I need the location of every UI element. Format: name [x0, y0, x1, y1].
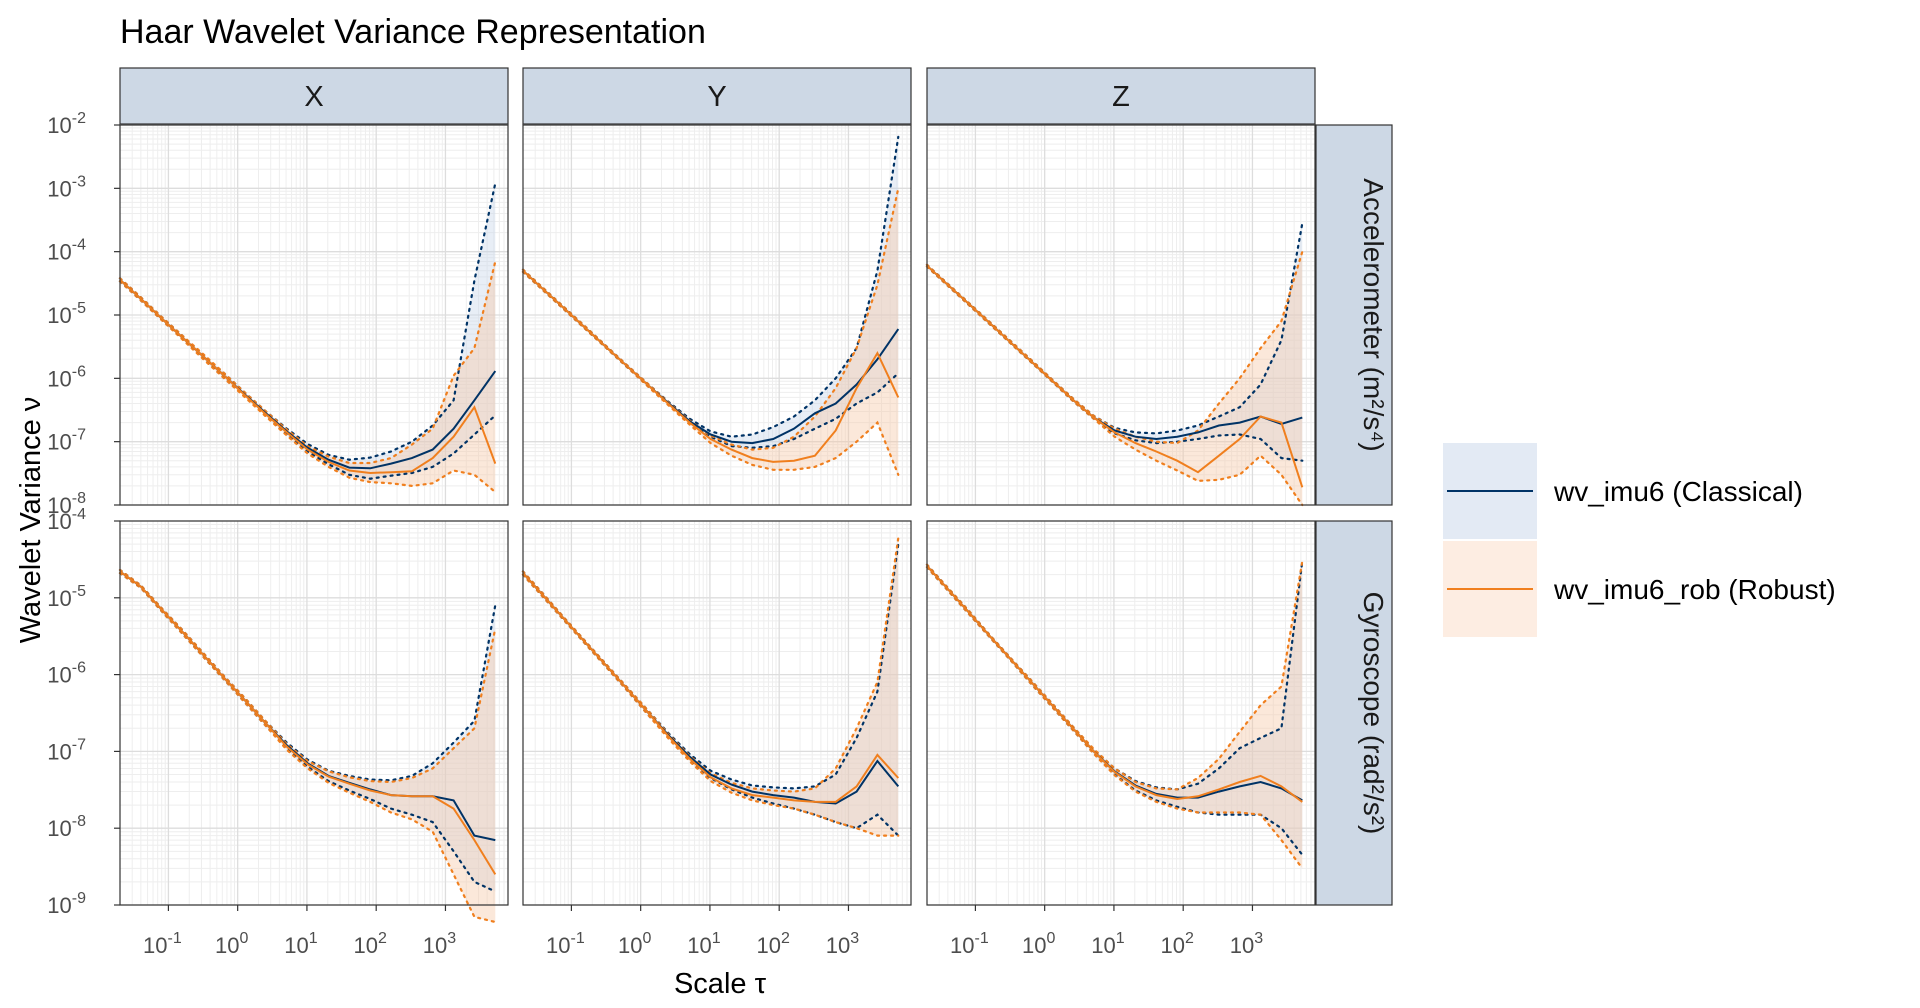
y-tick-label: 10-2	[47, 110, 86, 138]
panel-z-1: 10-1 100 101 102 103	[925, 520, 1316, 958]
x-tick-label: 103	[1230, 930, 1263, 958]
panel-y-1: 10-1 100 101 102 103	[521, 520, 912, 958]
x-axis-title: Scale τ	[674, 968, 767, 1000]
y-tick-label: 10-5	[47, 300, 86, 328]
panel-background	[927, 521, 1315, 905]
column-strip	[119, 67, 509, 125]
y-tick-label: 10-4	[47, 237, 86, 265]
y-tick-label: 10-7	[47, 736, 86, 764]
ci-band	[927, 561, 1303, 855]
x-tick-label: 10-1	[950, 930, 989, 958]
x-tick-label: 10-1	[546, 930, 585, 958]
panel-border	[926, 124, 1316, 506]
y-tick-label: 10-8	[47, 490, 86, 518]
panel-background	[523, 521, 911, 905]
ci-bound-line	[118, 280, 497, 494]
ci-band	[120, 261, 496, 493]
panel-border	[522, 124, 912, 506]
x-tick-label: 102	[353, 930, 386, 958]
ci-bound-line	[118, 572, 497, 924]
row-strip	[1315, 124, 1393, 506]
x-tick-label: 101	[1091, 930, 1124, 958]
legend-item: wv_imu6_rob (Robust)	[1443, 541, 1836, 637]
panel-border	[522, 520, 912, 906]
y-tick-label: 10-7	[47, 427, 86, 455]
ci-bound-line	[118, 568, 497, 784]
panel-x-0: 10-2 10-3 10-4 10-5 10-6 10-7 10-8	[47, 110, 509, 518]
x-tick-label: 103	[423, 930, 456, 958]
ci-band	[927, 251, 1303, 505]
x-tick-label: 102	[756, 930, 789, 958]
column-strip-label: Z	[1112, 81, 1130, 113]
row-strip-label: Accelerometer (m²/s⁴)	[1358, 178, 1389, 451]
x-tick-label: 100	[1022, 930, 1055, 958]
column-strip-label: Y	[707, 81, 726, 113]
series-line	[119, 279, 497, 475]
y-tick-label: 10-6	[47, 660, 86, 688]
panel-z-0	[925, 124, 1316, 507]
y-tick-label: 10-4	[47, 506, 86, 534]
series-line	[522, 572, 900, 803]
panel-x-1: 10-4 10-5 10-6 10-7 10-8 10-9 10-1 100 101 102 103	[47, 506, 509, 958]
y-tick-label: 10-8	[47, 813, 86, 841]
ci-band	[120, 183, 496, 479]
series-line	[522, 269, 900, 463]
x-tick-label: 101	[284, 930, 317, 958]
y-tick-label: 10-9	[47, 890, 86, 918]
x-tick-label: 103	[826, 930, 859, 958]
legend: wv_imu6 (Classical) wv_imu6_rob (Robust)	[1443, 443, 1836, 637]
series-line	[119, 570, 497, 875]
y-tick-label: 10-5	[47, 583, 86, 611]
ci-band	[120, 570, 496, 892]
x-tick-label: 100	[618, 930, 651, 958]
y-tick-label: 10-6	[47, 363, 86, 391]
ci-band	[927, 561, 1303, 869]
legend-label: wv_imu6 (Classical)	[1553, 476, 1803, 507]
panel-y-0	[521, 124, 912, 506]
x-tick-label: 101	[687, 930, 720, 958]
legend-item: wv_imu6 (Classical)	[1443, 443, 1803, 539]
series-line	[926, 565, 1303, 803]
y-axis-title: Wavelet Variance ν	[15, 397, 47, 644]
ci-band	[927, 223, 1303, 461]
y-tick-label: 10-3	[47, 173, 86, 201]
panel-border	[119, 520, 509, 906]
panel-border	[926, 520, 1316, 906]
panel-background	[120, 521, 508, 905]
x-tick-label: 100	[215, 930, 248, 958]
column-strip-label: X	[304, 81, 323, 113]
ci-bound-line	[118, 572, 497, 893]
x-tick-label: 102	[1160, 930, 1193, 958]
row-strip	[1315, 520, 1393, 906]
column-strip	[926, 67, 1316, 125]
facet-strips: X Y Z Accelerometer (m²/s⁴) Gyroscope (rad²/…	[119, 67, 1393, 906]
series-line	[926, 264, 1304, 488]
ci-bound-line	[118, 260, 497, 465]
facet-panels: 10-210-310-410-510-610-710-810-410-510-6…	[47, 110, 1316, 958]
chart-title: Haar Wavelet Variance Representation	[120, 13, 706, 51]
x-tick-label: 10-1	[143, 930, 182, 958]
legend-label: wv_imu6_rob (Robust)	[1553, 574, 1836, 605]
column-strip	[522, 67, 912, 125]
row-strip-label: Gyroscope (rad²/s²)	[1358, 592, 1389, 835]
